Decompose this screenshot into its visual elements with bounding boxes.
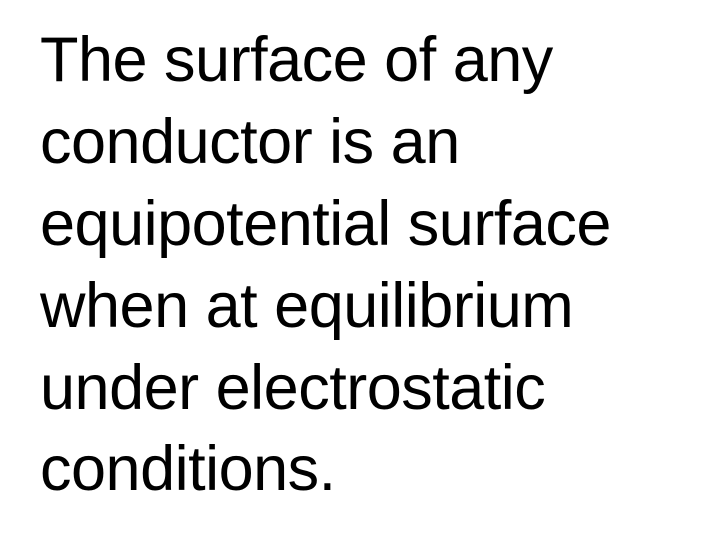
slide-text: The surface of any conductor is an equip…	[40, 20, 680, 511]
